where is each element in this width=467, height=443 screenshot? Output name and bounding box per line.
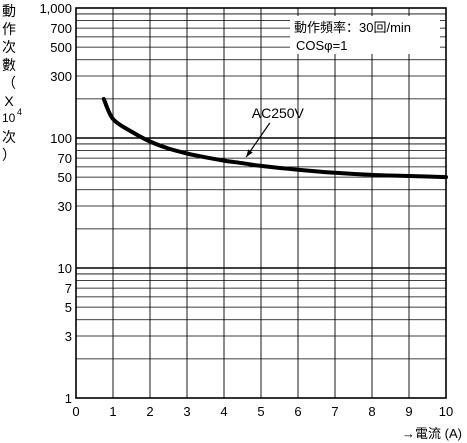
- y-tick-label: 10: [58, 261, 72, 276]
- annotation-background: [290, 16, 440, 54]
- y-label-char: 數: [2, 57, 16, 73]
- x-tick-label: 2: [146, 404, 153, 419]
- y-label-char: 次: [2, 39, 16, 55]
- plot-frame: [75, 7, 447, 399]
- y-label-char: （: [2, 75, 16, 91]
- y-tick-label: 100: [50, 131, 72, 146]
- y-label-char: 作: [2, 21, 16, 37]
- y-tick-label: 5: [65, 300, 72, 315]
- x-tick-label: 1: [109, 404, 116, 419]
- y-label-unit-exponent: 4: [17, 107, 22, 117]
- y-tick-label: 500: [50, 40, 72, 55]
- frequency-annotation: 動作頻率：30回/min: [294, 20, 411, 35]
- x-tick-label: 0: [72, 404, 79, 419]
- series-label: AC250V: [252, 105, 305, 121]
- y-tick-label: 300: [50, 69, 72, 84]
- y-tick-label: 70: [58, 151, 72, 166]
- y-label-unit: 10: [2, 111, 16, 125]
- grid: [76, 8, 446, 398]
- y-tick-labels: 1 3 5 7 10 30 50 70 100 300 500 700 1,000: [39, 1, 72, 406]
- x-tick-label: 4: [220, 404, 227, 419]
- y-tick-label: 50: [58, 170, 72, 185]
- x-tick-label: 9: [405, 404, 412, 419]
- y-tick-label: 1: [65, 391, 72, 406]
- y-tick-label: 700: [50, 21, 72, 36]
- x-tick-label: 5: [257, 404, 264, 419]
- power-factor-annotation: COSφ=1: [296, 38, 347, 53]
- x-tick-labels: 0 1 2 3 4 5 6 7 8 9 10: [72, 404, 453, 419]
- y-tick-label: 1,000: [39, 1, 72, 16]
- y-tick-label: 30: [58, 199, 72, 214]
- y-tick-label: 3: [65, 329, 72, 344]
- y-label-char: ）: [2, 147, 16, 163]
- y-label-char: X: [4, 93, 14, 109]
- series-layer: AC250V: [101, 96, 448, 180]
- y-tick-label: 7: [65, 281, 72, 296]
- x-tick-label: 6: [294, 404, 301, 419]
- leader-arrowhead: [246, 149, 253, 158]
- x-tick-label: 3: [183, 404, 190, 419]
- y-label-char: 動: [2, 3, 16, 19]
- x-tick-label: 7: [331, 404, 338, 419]
- x-tick-label: 10: [439, 404, 453, 419]
- y-label-char: 次: [2, 129, 16, 145]
- x-axis-label: →電流 (A): [402, 426, 462, 441]
- series-line-ac250v: [101, 96, 448, 180]
- x-tick-label: 8: [368, 404, 375, 419]
